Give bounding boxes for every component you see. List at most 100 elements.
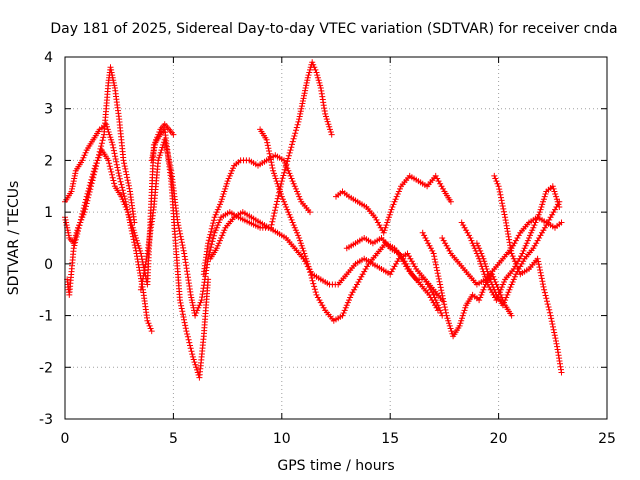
data-point-marker — [118, 181, 125, 188]
data-point-marker — [180, 247, 187, 254]
data-point-marker — [392, 196, 399, 203]
data-point-marker — [289, 138, 296, 145]
data-point-marker — [544, 298, 550, 305]
series-arc-15 — [473, 198, 563, 309]
data-point-marker — [463, 227, 470, 234]
data-point-marker — [552, 191, 559, 197]
data-point-marker — [115, 167, 121, 174]
data-point-marker — [121, 201, 128, 208]
data-point-marker — [85, 188, 92, 194]
data-point-marker — [508, 312, 515, 319]
data-point-marker — [179, 311, 186, 318]
data-point-marker — [209, 238, 216, 245]
data-point-marker — [539, 281, 546, 288]
data-point-marker — [192, 312, 199, 319]
data-point-marker — [185, 336, 192, 343]
data-point-marker — [511, 240, 518, 247]
data-point-marker — [281, 169, 288, 176]
data-point-marker — [283, 204, 290, 210]
data-point-marker — [294, 229, 300, 236]
data-point-marker — [539, 229, 545, 236]
data-point-marker — [119, 184, 126, 191]
data-point-marker — [154, 134, 161, 141]
data-point-marker — [311, 64, 318, 71]
data-point-marker — [346, 297, 352, 304]
data-point-marker — [96, 152, 103, 159]
data-point-marker — [313, 291, 320, 298]
data-point-marker — [187, 291, 194, 298]
data-point-marker — [459, 312, 466, 319]
data-point-marker — [291, 183, 298, 190]
data-point-marker — [217, 237, 223, 244]
data-point-marker — [496, 186, 503, 193]
data-point-marker — [509, 253, 516, 260]
data-point-marker — [106, 160, 113, 167]
data-point-marker — [440, 237, 447, 244]
data-point-marker — [406, 253, 412, 260]
data-point-marker — [90, 171, 96, 178]
data-point-marker — [106, 163, 113, 170]
data-point-marker — [295, 118, 302, 125]
data-point-marker — [432, 259, 439, 265]
data-series — [62, 59, 565, 381]
data-point-marker — [189, 353, 196, 360]
data-point-marker — [290, 180, 297, 187]
data-point-marker — [116, 175, 123, 182]
data-point-marker — [99, 137, 106, 144]
data-point-marker — [108, 139, 115, 146]
data-point-marker — [505, 289, 512, 296]
data-point-marker — [161, 136, 168, 143]
data-point-marker — [81, 202, 88, 209]
y-tick-label: -3 — [39, 412, 53, 428]
data-point-marker — [430, 299, 437, 306]
data-point-marker — [548, 318, 555, 325]
data-point-marker — [385, 214, 392, 221]
data-point-marker — [535, 211, 542, 218]
data-point-marker — [100, 134, 107, 141]
data-point-marker — [477, 247, 484, 254]
data-point-marker — [497, 191, 504, 198]
data-point-marker — [181, 319, 188, 326]
data-point-marker — [533, 216, 540, 223]
data-point-marker — [339, 312, 346, 319]
data-point-marker — [165, 153, 172, 160]
data-point-marker — [297, 237, 303, 244]
data-point-marker — [113, 158, 120, 165]
data-point-marker — [311, 286, 318, 293]
data-point-marker — [120, 198, 127, 205]
data-point-marker — [541, 224, 548, 231]
data-point-marker — [302, 253, 309, 260]
data-point-marker — [306, 69, 313, 76]
data-point-marker — [127, 216, 134, 223]
data-point-marker — [461, 307, 468, 314]
data-point-marker — [305, 263, 312, 270]
data-point-marker — [121, 160, 128, 167]
data-point-marker — [190, 356, 197, 363]
data-point-marker — [279, 196, 286, 203]
data-point-marker — [208, 225, 215, 232]
data-point-marker — [81, 152, 88, 159]
data-point-marker — [145, 320, 152, 327]
data-point-marker — [297, 110, 304, 117]
data-point-marker — [79, 157, 86, 164]
data-point-marker — [94, 157, 101, 164]
data-point-marker — [288, 144, 295, 151]
data-point-marker — [126, 185, 133, 192]
data-point-marker — [532, 219, 539, 226]
data-point-marker — [264, 139, 271, 146]
data-point-marker — [440, 295, 446, 302]
data-point-marker — [504, 291, 511, 298]
data-point-marker — [170, 131, 177, 138]
data-point-marker — [299, 98, 306, 104]
data-point-marker — [218, 198, 225, 205]
data-point-marker — [307, 66, 313, 73]
data-point-marker — [441, 301, 448, 308]
data-point-marker — [224, 178, 231, 185]
data-point-marker — [478, 291, 485, 298]
data-point-marker — [122, 168, 129, 175]
data-point-marker — [117, 178, 124, 185]
data-point-marker — [182, 325, 189, 332]
data-point-marker — [427, 294, 434, 301]
data-point-marker — [267, 156, 274, 163]
data-point-marker — [466, 232, 472, 239]
